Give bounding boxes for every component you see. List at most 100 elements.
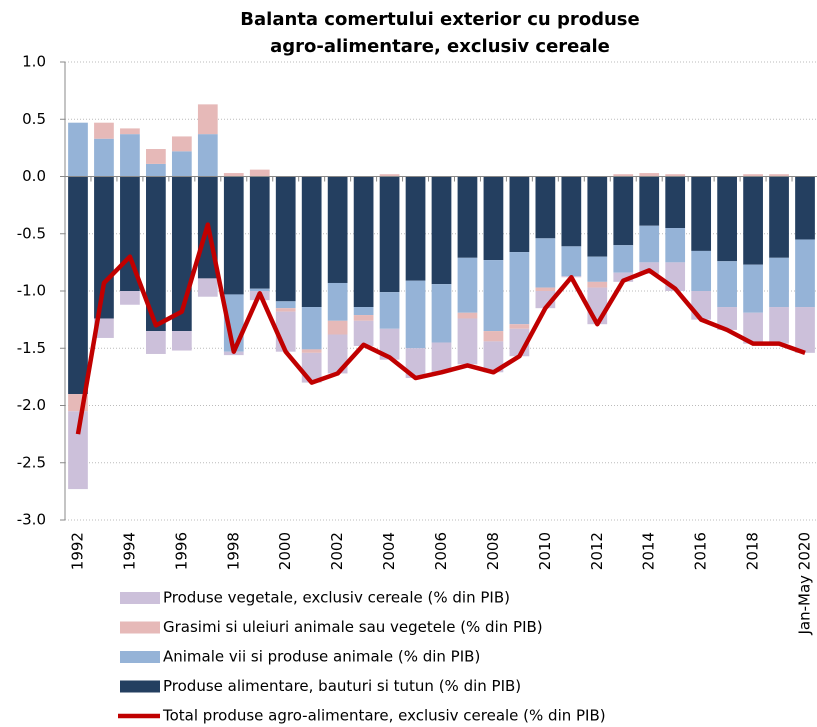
bar-segment (120, 134, 140, 177)
x-tick-label: 2018 (744, 532, 762, 570)
bar-segment (665, 174, 686, 177)
bar-segment (717, 307, 737, 330)
legend-swatch (120, 651, 160, 663)
bar-segment (561, 176, 582, 247)
bar-segment (431, 176, 452, 285)
bar-segment (717, 261, 737, 308)
bar-segment (120, 291, 140, 305)
bar-segment (535, 176, 556, 239)
y-tick-label: 0.0 (22, 167, 46, 185)
bar-segment (665, 176, 686, 229)
legend-swatch (120, 592, 160, 604)
bar-segment (535, 287, 556, 291)
bar-segment (769, 257, 789, 308)
bar-segment (457, 312, 478, 319)
x-tick-label: 1998 (224, 532, 242, 570)
bar-segment (146, 176, 166, 332)
bar-segment (197, 278, 218, 297)
bar-segment (613, 176, 634, 246)
bar-segment (587, 176, 608, 257)
y-tick-label: -2.5 (17, 453, 46, 471)
bar-segment (613, 174, 634, 177)
bar-segment (197, 134, 218, 177)
bar-segment (68, 122, 88, 177)
legend-swatch (120, 680, 160, 693)
bar-segment (249, 288, 270, 291)
x-tick-label: 2010 (536, 532, 554, 570)
y-tick-label: -1.5 (17, 339, 46, 357)
bar-segment (509, 176, 530, 253)
bar-segment (535, 238, 556, 288)
bar-segment (353, 315, 374, 321)
x-tick-label: 2012 (588, 532, 606, 570)
legend-label: Total produse agro-alimentare, exclusiv … (162, 707, 606, 725)
bar-segment (795, 239, 815, 308)
bar-segment (301, 176, 322, 308)
bar-segment (405, 280, 426, 349)
bar-segment (509, 252, 530, 325)
bar-segment (379, 176, 400, 293)
bar-segment (301, 349, 322, 353)
bar-segment (587, 256, 608, 282)
bar-segment (743, 312, 763, 344)
bar-segment (223, 176, 244, 295)
bar-segment (665, 228, 686, 263)
bar-segment (275, 308, 296, 312)
bar-segment (431, 284, 452, 343)
bar-segment (769, 176, 789, 258)
bar-segment (483, 331, 504, 342)
legend-swatch (120, 621, 160, 634)
bar-segment (509, 324, 530, 329)
bar-segment (171, 331, 192, 351)
bar-segment (94, 176, 114, 319)
total-line (75, 222, 806, 435)
bar-segment (327, 334, 348, 374)
chart-title: Balanta comertului exterior cu produse (240, 9, 639, 30)
bar-segment (171, 136, 192, 152)
bar-segment (68, 176, 88, 395)
bar-segment (639, 176, 660, 226)
bar-segment (146, 149, 166, 164)
bar-segment (301, 307, 322, 350)
bar-segment (249, 169, 270, 177)
chart-title: agro-alimentare, exclusiv cereale (270, 36, 610, 57)
bar-segment (561, 246, 582, 277)
x-tick-label: 2000 (276, 532, 294, 570)
bar-segment (483, 260, 504, 332)
y-tick-label: -1.0 (17, 282, 46, 300)
bar-segment (613, 245, 634, 273)
bar-segment (743, 174, 763, 177)
y-tick-label: -0.5 (17, 224, 46, 242)
x-tick-label: 2016 (692, 532, 710, 570)
bar-segment (327, 282, 348, 321)
bar-segment (769, 307, 789, 344)
y-tick-label: -3.0 (17, 511, 46, 529)
x-tick-label: 2002 (328, 532, 346, 570)
bar-segment (457, 176, 478, 258)
y-tick-label: -2.0 (17, 396, 46, 414)
bar-segment (457, 318, 478, 365)
bar-segment (353, 320, 374, 346)
bar-segment (146, 331, 166, 354)
x-tick-label: 1996 (172, 532, 190, 570)
bar-segment (483, 341, 504, 373)
x-tick-label: 1994 (120, 532, 138, 570)
bar-segment (405, 348, 426, 379)
legend-label: Produse vegetale, exclusiv cereale (% di… (163, 589, 510, 607)
bar-segment (639, 262, 660, 274)
y-tick-label: 1.0 (22, 53, 46, 71)
bar-segment (457, 257, 478, 313)
x-tick-label: 2014 (640, 532, 658, 570)
bar-segment (691, 291, 712, 320)
bar-segment (68, 411, 88, 490)
bar-segment (379, 328, 400, 360)
bar-segment (431, 342, 452, 373)
legend-label: Animale vii si produse animale (% din PI… (163, 648, 480, 666)
bar-segment (275, 301, 296, 309)
bar-segment (717, 176, 737, 262)
bar-segment (639, 173, 660, 177)
bar-segment (587, 287, 608, 325)
bar-segment (795, 176, 815, 240)
bar-segment (691, 176, 712, 251)
